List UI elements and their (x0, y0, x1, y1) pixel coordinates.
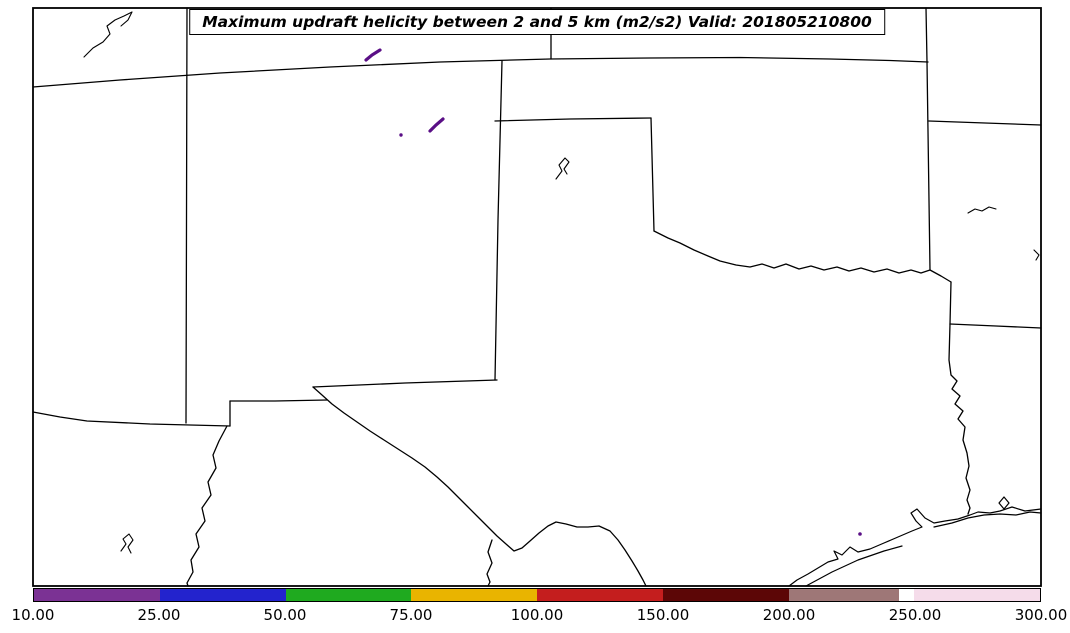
red-river-border (653, 230, 952, 283)
helicity-mark (364, 48, 382, 62)
texas-louisiana-sabine-border (948, 323, 971, 515)
rio-grande-border (312, 386, 647, 587)
colorbar-tick-label: 100.00 (510, 606, 564, 624)
state-borders (32, 7, 1042, 587)
gulf-coastline (788, 506, 1042, 587)
missouri-arkansas-border (928, 120, 1042, 126)
colorbar (33, 588, 1041, 602)
lakes-group (83, 11, 1040, 554)
arkansas-lakes (967, 206, 997, 214)
colorbar-segment (285, 589, 412, 601)
utah-colorado-arizona-newmexico-border (185, 7, 188, 424)
helicity-mark (858, 532, 862, 536)
helicity-mark (399, 133, 403, 137)
texas-arkansas-border (949, 281, 952, 325)
plot-title: Maximum updraft helicity between 2 and 5… (189, 9, 885, 35)
colorbar-tick-label: 25.00 (137, 606, 181, 624)
lake-powell (83, 11, 133, 58)
colorbar-segment (537, 589, 663, 601)
newmexico-texas-32n-border (312, 379, 498, 388)
colorbar-segment (411, 589, 537, 601)
colorbar-tick-label: 50.00 (263, 606, 307, 624)
lake-meredith (555, 157, 570, 180)
arkansas-louisiana-border (949, 323, 1042, 329)
texas-oklahoma-border (650, 117, 655, 232)
colorbar-tick-label: 10.00 (11, 606, 55, 624)
colorbar-tick-label: 300.00 (1014, 606, 1068, 624)
colorbar-segment (159, 589, 286, 601)
colorbar-labels: 10.00 25.00 50.00 75.00 100.00 150.00 200.00 25… (12, 604, 1068, 628)
map-frame (32, 7, 1042, 587)
oklahoma-panhandle-border (494, 117, 652, 122)
calcasieu-lake (998, 496, 1010, 510)
kansas-missouri-oklahoma-arkansas-border (925, 7, 931, 271)
sonora-lake (120, 533, 134, 554)
colorbar-tick-label: 150.00 (636, 606, 690, 624)
helicity-marks (364, 48, 862, 536)
coastline-group (788, 496, 1042, 587)
newmexico-texas-border (494, 60, 503, 381)
sonora-chihuahua-border (186, 425, 228, 587)
barrier-island (805, 545, 903, 587)
colorbar-tick-label: 250.00 (888, 606, 942, 624)
colorbar-segment (788, 589, 900, 601)
newmexico-mexico-border (229, 399, 328, 402)
helicity-mark (428, 117, 445, 133)
barrier-island-2 (933, 511, 1042, 528)
colorbar-tick-label: 200.00 (762, 606, 816, 624)
arkansas-lake-2 (1033, 249, 1040, 261)
chihuahua-coahuila-border (486, 539, 493, 587)
colorbar-segment (662, 589, 789, 601)
colorbar-segment (914, 589, 1040, 601)
colorbar-segment (34, 589, 160, 601)
arizona-mexico-border (32, 411, 231, 427)
colorbar-segment (899, 589, 915, 601)
colorbar-tick-label: 75.00 (389, 606, 433, 624)
